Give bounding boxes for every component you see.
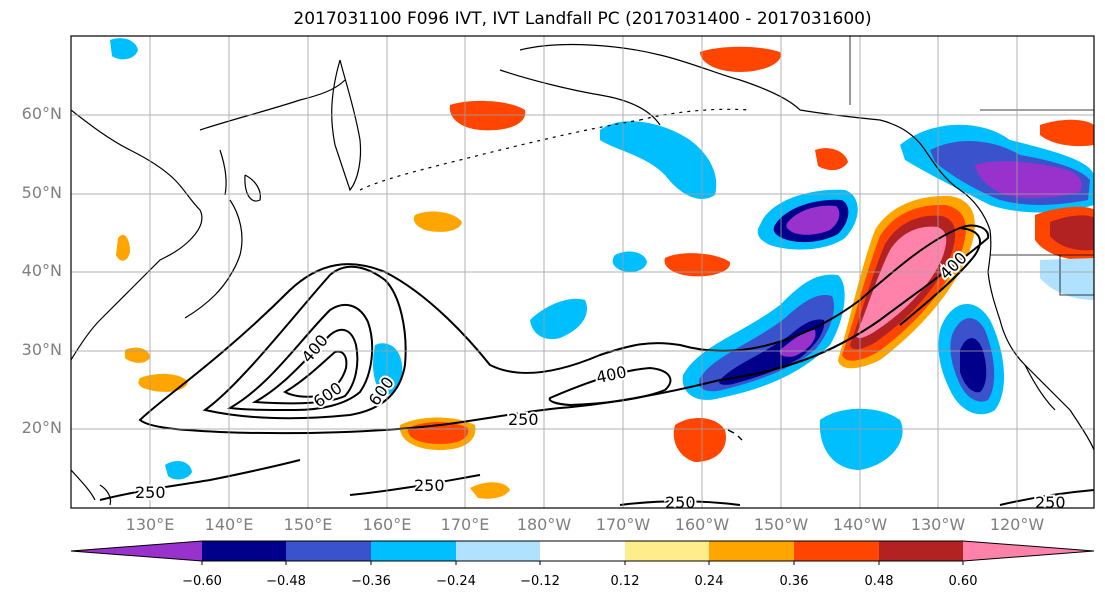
- colorbar-bin: [456, 541, 540, 561]
- graticule: [71, 36, 1094, 508]
- lon-label: 170°E: [440, 515, 490, 534]
- ivt-contours: [99, 224, 1094, 506]
- lon-label: 120°W: [989, 515, 1045, 534]
- colorbar-tick-label: −0.12: [520, 574, 560, 589]
- colorbar-tick-label: −0.60: [182, 574, 222, 589]
- colorbar-tick-label: 0.12: [610, 574, 640, 589]
- lon-label: 140°W: [832, 515, 888, 534]
- lon-label: 150°W: [753, 515, 809, 534]
- colorbar-bin: [540, 541, 625, 561]
- colorbar-tick-label: −0.48: [266, 574, 306, 589]
- lon-label: 160°E: [362, 515, 412, 534]
- colorbar-bin: [709, 541, 794, 561]
- lat-label: 20°N: [21, 418, 62, 437]
- colorbar-tick-label: 0.24: [694, 574, 724, 589]
- contour-label: 400: [298, 331, 332, 367]
- map-frame: [70, 35, 1095, 509]
- contour-label: 250: [135, 483, 166, 502]
- contour-label: 250: [508, 410, 539, 429]
- colorbar: [70, 540, 1095, 565]
- colorbar-tick-label: 0.48: [864, 574, 894, 589]
- contour-label: 250: [665, 493, 696, 512]
- colorbar-tick-label: 0.60: [948, 574, 978, 589]
- lon-label: 150°E: [283, 515, 333, 534]
- map-title: 2017031100 F096 IVT, IVT Landfall PC (20…: [293, 9, 872, 29]
- lat-label: 40°N: [21, 261, 62, 280]
- contour-label: 250: [414, 476, 445, 495]
- coastlines: [71, 36, 1094, 506]
- colorbar-tick-label: 0.36: [779, 574, 809, 589]
- colorbar-tick-label: −0.24: [436, 574, 476, 589]
- colorbar-bin: [963, 541, 1094, 561]
- contour-label: 600: [310, 378, 346, 411]
- colorbar-bin: [625, 541, 709, 561]
- lon-label: 130°W: [910, 515, 966, 534]
- colorbar-bin: [371, 541, 456, 561]
- lon-label: 130°E: [125, 515, 175, 534]
- contour-label: 250: [1035, 493, 1066, 512]
- colorbar-tick-label: −0.36: [351, 574, 391, 589]
- lat-label: 60°N: [21, 104, 62, 123]
- colorbar-bin: [202, 541, 286, 561]
- lon-label: 180°W: [516, 515, 572, 534]
- colorbar-bin: [286, 541, 371, 561]
- lon-label: 140°E: [204, 515, 254, 534]
- colorbar-bin: [879, 541, 963, 561]
- lat-label: 50°N: [21, 183, 62, 202]
- colorbar-bin: [794, 541, 879, 561]
- lon-label: 170°W: [595, 515, 651, 534]
- colorbar-bin: [71, 541, 202, 561]
- lon-label: 160°W: [674, 515, 730, 534]
- lat-label: 30°N: [21, 340, 62, 359]
